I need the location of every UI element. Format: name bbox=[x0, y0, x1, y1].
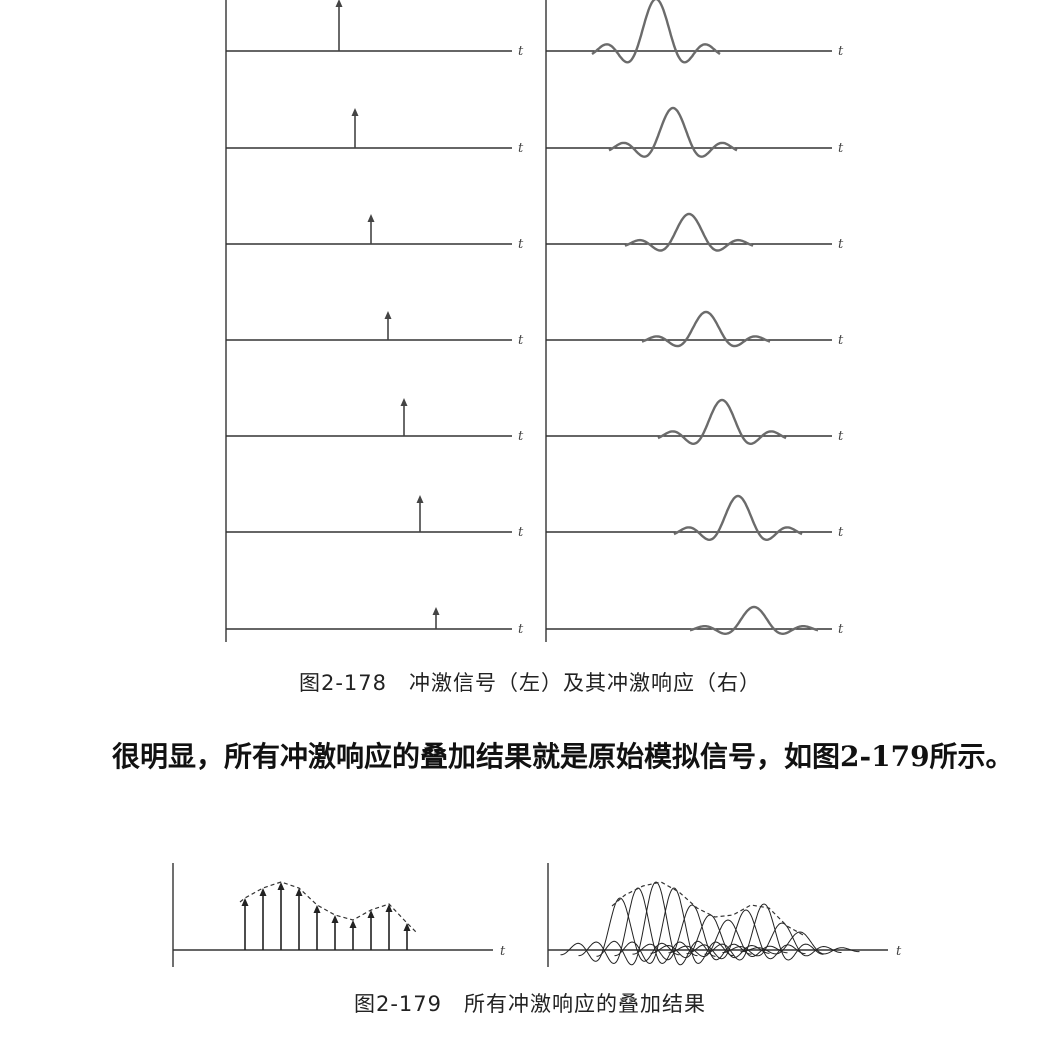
axis-label-t: t bbox=[518, 44, 524, 59]
sample-impulse-arrow-head bbox=[295, 888, 303, 896]
shifted-response-curve bbox=[704, 903, 824, 961]
impulse-arrow-head bbox=[367, 214, 375, 222]
sample-impulse-arrow bbox=[241, 898, 249, 950]
sample-impulse-arrow-head bbox=[331, 915, 339, 923]
sample-impulse-arrow-head bbox=[277, 882, 285, 890]
shifted-response-curve bbox=[740, 931, 860, 955]
impulse-arrow-head bbox=[400, 398, 408, 406]
axis-label-t: t bbox=[838, 525, 844, 540]
sample-impulse-arrow-head bbox=[385, 904, 393, 912]
impulse-arrow bbox=[351, 108, 359, 148]
shifted-response-curve bbox=[560, 897, 680, 962]
sample-impulse-arrow bbox=[403, 923, 411, 950]
impulse-arrow bbox=[416, 495, 424, 532]
impulse-arrow bbox=[432, 607, 440, 629]
axis-label-t: t bbox=[838, 237, 844, 252]
impulse-arrow bbox=[367, 214, 375, 244]
axis-label-t: t bbox=[518, 429, 524, 444]
sample-impulse-arrow bbox=[259, 888, 267, 950]
impulse-arrow bbox=[384, 311, 392, 340]
sample-impulse-arrow bbox=[367, 910, 375, 950]
impulse-response-curve bbox=[591, 0, 721, 64]
shifted-response-curve bbox=[632, 904, 752, 961]
impulse-arrow-head bbox=[351, 108, 359, 116]
sample-impulse-arrow-head bbox=[259, 888, 267, 896]
sample-impulse-arrow bbox=[277, 882, 285, 950]
impulse-arrow-head bbox=[335, 0, 343, 7]
impulse-response-curve bbox=[657, 398, 787, 446]
axis-label-t: t bbox=[838, 622, 844, 637]
sample-impulse-arrow bbox=[349, 920, 357, 950]
axis-label-t: t bbox=[838, 333, 844, 348]
axis-label-t: t bbox=[518, 141, 524, 156]
sample-impulse-arrow bbox=[295, 888, 303, 950]
sample-impulse-arrow-head bbox=[313, 905, 321, 913]
impulse-arrow bbox=[335, 0, 343, 51]
impulse-response-curve bbox=[673, 494, 803, 542]
shifted-response-curve bbox=[668, 919, 788, 957]
axis-label-t: t bbox=[518, 622, 524, 637]
sample-impulse-arrow bbox=[313, 905, 321, 950]
shifted-response-curve bbox=[686, 909, 806, 960]
signal-envelope-dashed bbox=[239, 881, 417, 933]
axis-label-t: t bbox=[518, 237, 524, 252]
figure-178-caption: 图2-178 冲激信号（左）及其冲激响应（右） bbox=[298, 671, 762, 695]
impulse-arrow-head bbox=[416, 495, 424, 503]
sample-impulse-arrow bbox=[331, 915, 339, 950]
axis-label-t: t bbox=[518, 333, 524, 348]
figure-impulse-and-responses: t t t t t t t t t t t t t t bbox=[225, 0, 844, 642]
shifted-response-curve bbox=[596, 881, 716, 966]
axis-label-t: t bbox=[838, 429, 844, 444]
sample-impulse-arrow-head bbox=[241, 898, 249, 906]
axis-label-t: t bbox=[838, 141, 844, 156]
sample-impulse-arrow-head bbox=[349, 920, 357, 928]
impulse-arrow-head bbox=[384, 311, 392, 319]
impulse-arrow bbox=[400, 398, 408, 436]
impulse-response-curve bbox=[641, 310, 771, 348]
body-paragraph: 很明显，所有冲激响应的叠加结果就是原始模拟信号，如图2-179所示。 bbox=[112, 740, 1014, 773]
impulse-response-curve bbox=[608, 106, 738, 158]
sample-impulse-arrow-head bbox=[403, 923, 411, 931]
shifted-response-curve bbox=[722, 922, 842, 957]
axis-label-t: t bbox=[896, 944, 902, 959]
axis-label-t: t bbox=[838, 44, 844, 59]
impulse-arrow-head bbox=[432, 607, 440, 615]
axis-label-t: t bbox=[500, 944, 506, 959]
figure-179-caption: 图2-179 所有冲激响应的叠加结果 bbox=[353, 992, 707, 1016]
sample-impulse-arrow bbox=[385, 904, 393, 950]
impulse-response-curve bbox=[689, 605, 819, 636]
sample-impulse-arrow-head bbox=[367, 910, 375, 918]
axis-label-t: t bbox=[518, 525, 524, 540]
shifted-response-curve bbox=[614, 887, 734, 964]
impulse-response-curve bbox=[624, 212, 754, 252]
